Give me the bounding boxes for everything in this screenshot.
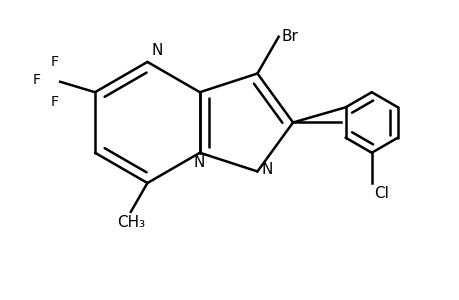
Text: Cl: Cl: [373, 186, 388, 201]
Text: Br: Br: [281, 29, 298, 44]
Text: CH₃: CH₃: [117, 215, 145, 230]
Text: F: F: [32, 73, 40, 87]
Text: N: N: [261, 162, 273, 177]
Text: N: N: [151, 43, 163, 58]
Text: F: F: [50, 55, 59, 69]
Text: N: N: [193, 155, 204, 170]
Text: F: F: [50, 95, 59, 109]
